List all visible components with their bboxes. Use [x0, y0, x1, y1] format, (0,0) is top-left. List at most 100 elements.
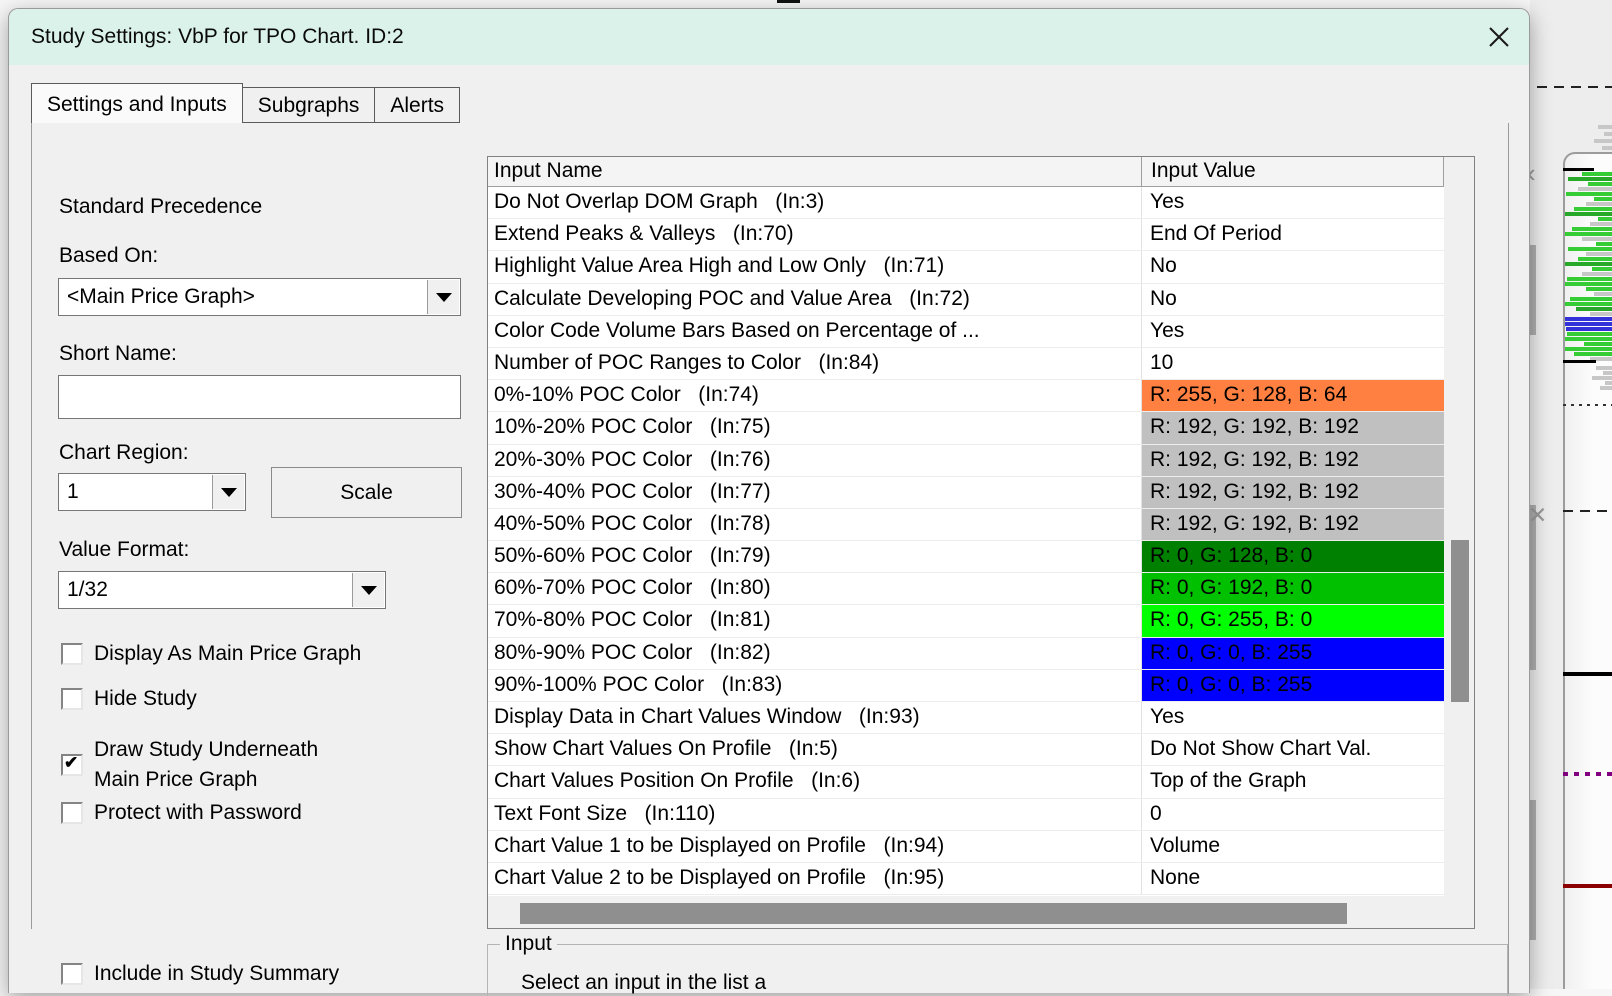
checkbox-display-as-main-price-graph[interactable]: Display As Main Price Graph [61, 642, 361, 669]
input-value-cell: R: 192, G: 192, B: 192 [1142, 444, 1444, 476]
profile-bar [1590, 357, 1612, 361]
table-row[interactable]: Do Not Overlap DOM Graph (In:3) Yes [488, 187, 1444, 220]
table-row[interactable]: Calculate Developing POC and Value Area … [488, 283, 1444, 316]
horizontal-scrollbar-thumb[interactable] [520, 903, 1347, 924]
input-value-cell: None [1150, 865, 1201, 889]
vertical-scrollbar-thumb[interactable] [1451, 540, 1469, 702]
checkbox-hide-study[interactable]: Hide Study [61, 687, 197, 714]
value-format-dropdown[interactable]: 1/32 [58, 571, 386, 609]
table-row[interactable]: 10%-20% POC Color (In:75) R: 192, G: 192,… [488, 412, 1444, 445]
input-name-cell: Extend Peaks & Valleys (In:70) [488, 219, 1142, 251]
table-row[interactable]: Display Data in Chart Values Window (In:… [488, 702, 1444, 735]
profile-bar [1567, 277, 1612, 281]
table-row[interactable]: Chart Value 2 to be Displayed on Profile… [488, 862, 1444, 896]
chevron-left-icon: ‹ [1527, 158, 1536, 188]
profile-bar [1568, 177, 1612, 181]
tab-page-border-left [31, 123, 32, 929]
profile-bar [1596, 366, 1612, 370]
profile-bar [1592, 376, 1612, 380]
checkbox-draw-study-underneath[interactable]: Draw Study Underneath Main Price Graph [61, 735, 318, 795]
checkbox-protect-with-password[interactable]: Protect with Password [61, 801, 302, 828]
profile-bar [1578, 257, 1612, 261]
input-name-cell: 90%-100% POC Color (In:83) [488, 669, 1142, 701]
chart-line-dotted [1563, 404, 1612, 406]
checkbox-box[interactable] [61, 688, 83, 710]
chart-region-value: 1 [67, 480, 79, 503]
table-row[interactable]: Show Chart Values On Profile (In:5) Do No… [488, 734, 1444, 767]
table-row[interactable]: Color Code Volume Bars Based on Percenta… [488, 315, 1444, 348]
based-on-dropdown[interactable]: <Main Price Graph> [58, 278, 461, 316]
checkbox-include-in-study-summary[interactable]: Include in Study Summary [61, 962, 339, 989]
table-row[interactable]: Number of POC Ranges to Color (In:84) 10 [488, 347, 1444, 381]
profile-bar [1592, 267, 1612, 271]
table-row[interactable]: 50%-60% POC Color (In:79) R: 0, G: 128, B… [488, 541, 1444, 574]
column-header-input-name[interactable]: Input Name [488, 157, 1142, 186]
profile-bar [1586, 287, 1612, 291]
input-name-cell: Chart Value 2 to be Displayed on Profile… [488, 862, 1142, 895]
table-row[interactable]: Chart Value 1 to be Displayed on Profile… [488, 830, 1444, 863]
chart-line-solid [1563, 884, 1612, 888]
profile-bar [1594, 139, 1612, 143]
input-value-cell: 10 [1150, 350, 1174, 374]
chevron-down-icon[interactable] [352, 573, 384, 607]
profile-bar [1567, 332, 1612, 336]
table-row[interactable]: 60%-70% POC Color (In:80) R: 0, G: 192, B… [488, 573, 1444, 606]
chevron-down-icon[interactable] [427, 280, 459, 314]
table-row[interactable]: Highlight Value Area High and Low Only (… [488, 251, 1444, 284]
profile-bar [1588, 182, 1612, 186]
input-description-group: Input [487, 932, 1508, 996]
chevron-down-icon[interactable] [212, 475, 244, 509]
profile-bar [1574, 207, 1612, 211]
input-value-cell: R: 192, G: 192, B: 192 [1142, 508, 1444, 541]
profile-bar [1565, 262, 1612, 266]
short-name-input[interactable] [58, 375, 461, 419]
tab-subgraphs[interactable]: Subgraphs [242, 87, 376, 123]
input-value-cell: Top of the Graph [1150, 769, 1307, 793]
table-row[interactable]: 40%-50% POC Color (In:78) R: 192, G: 192,… [488, 508, 1444, 542]
tab-strip: Settings and Inputs Subgraphs Alerts [31, 83, 461, 123]
table-row[interactable]: 80%-90% POC Color (In:82) R: 0, G: 0, B: … [488, 637, 1444, 670]
input-name-cell: Number of POC Ranges to Color (In:84) [488, 347, 1142, 380]
input-name-cell: 10%-20% POC Color (In:75) [488, 412, 1142, 444]
checkbox-box[interactable] [61, 963, 83, 985]
tab-alerts[interactable]: Alerts [375, 87, 461, 123]
profile-bar [1582, 237, 1612, 241]
input-name-cell: Chart Value 1 to be Displayed on Profile… [488, 830, 1142, 862]
chart-region-dropdown[interactable]: 1 [58, 473, 246, 511]
table-row[interactable]: 20%-30% POC Color (In:76) R: 192, G: 192,… [488, 444, 1444, 477]
table-row[interactable]: Chart Values Position On Profile (In:6) T… [488, 766, 1444, 799]
input-value-cell: No [1150, 286, 1177, 310]
profile-bar [1566, 192, 1612, 196]
table-row[interactable]: Extend Peaks & Valleys (In:70) End Of Per… [488, 219, 1444, 252]
input-name-cell: Color Code Volume Bars Based on Percenta… [488, 315, 1142, 347]
profile-bar [1565, 317, 1612, 321]
column-header-input-value[interactable]: Input Value [1151, 159, 1256, 182]
checkbox-box[interactable] [61, 643, 83, 665]
profile-bar [1565, 232, 1612, 236]
profile-bar [1605, 381, 1612, 385]
tab-settings-and-inputs[interactable]: Settings and Inputs [31, 83, 243, 123]
profile-bar [1565, 322, 1612, 326]
close-button[interactable] [1481, 19, 1517, 55]
profile-bar [1598, 217, 1612, 221]
scale-button[interactable]: Scale [271, 467, 462, 518]
dialog-title: Study Settings: VbP for TPO Chart. ID:2 [31, 25, 404, 48]
table-row[interactable]: Text Font Size (In:110) 0 [488, 798, 1444, 831]
profile-bar [1603, 371, 1612, 375]
table-row[interactable]: 70%-80% POC Color (In:81) R: 0, G: 255, B… [488, 605, 1444, 638]
table-row[interactable]: 30%-40% POC Color (In:77) R: 192, G: 192,… [488, 476, 1444, 509]
checkbox-box[interactable] [61, 753, 83, 776]
profile-bar [1582, 172, 1612, 176]
input-name-cell: 20%-30% POC Color (In:76) [488, 444, 1142, 476]
profile-bar [1594, 197, 1612, 201]
checkbox-box[interactable] [61, 802, 83, 824]
table-row[interactable]: 0%-10% POC Color (In:74) R: 255, G: 128, … [488, 380, 1444, 413]
profile-bar [1594, 292, 1612, 296]
standard-precedence-label: Standard Precedence [59, 195, 263, 218]
chart-line-solid [1563, 360, 1596, 363]
profile-bar [1566, 327, 1612, 331]
table-row[interactable]: 90%-100% POC Color (In:83) R: 0, G: 0, B:… [488, 669, 1444, 702]
input-name-cell: Do Not Overlap DOM Graph (In:3) [488, 187, 1142, 219]
checkbox-label: Draw Study Underneath Main Price Graph [94, 738, 319, 791]
